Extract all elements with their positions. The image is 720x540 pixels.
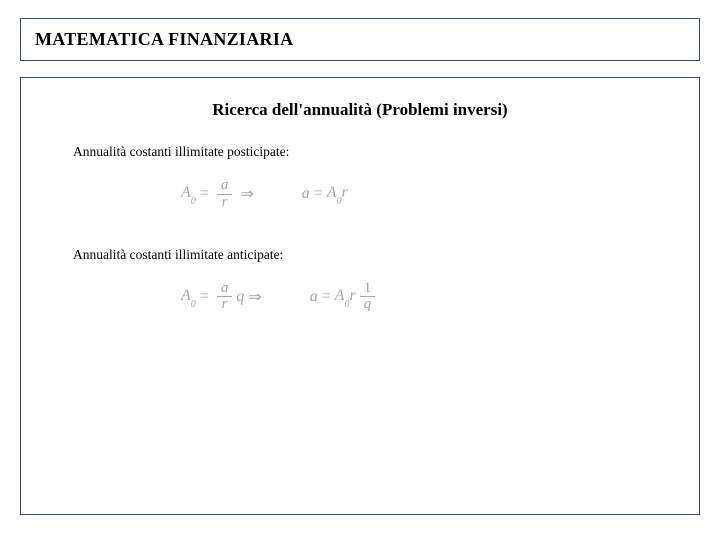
equals-3: = [200, 288, 209, 306]
header-title: MATEMATICA FINANZIARIA [35, 29, 685, 50]
equals-2: = [314, 185, 323, 203]
section2-formula: A0 = a r q ⇒ a = A0r 1 q [181, 281, 669, 314]
var-A0r: A0r [327, 184, 348, 204]
header-box: MATEMATICA FINANZIARIA [20, 18, 700, 61]
var-A0r-b: A0r [335, 287, 356, 307]
content-box: Ricerca dell'annualità (Problemi inversi… [20, 77, 700, 515]
var-A0-b: A0 [181, 287, 196, 307]
var-a: a [302, 185, 310, 203]
slide: MATEMATICA FINANZIARIA Ricerca dell'annu… [0, 0, 720, 540]
implies-arrow-2: ⇒ [248, 287, 261, 307]
implies-arrow-1: ⇒ [240, 184, 253, 204]
var-a-b: a [310, 288, 318, 306]
equals-4: = [322, 288, 331, 306]
section2-label: Annualità costanti illimitate anticipate… [73, 247, 669, 263]
section1-formula: A0 = a r ⇒ a = A0r [181, 178, 669, 211]
var-A0: A0 [181, 184, 196, 204]
content-subtitle: Ricerca dell'annualità (Problemi inversi… [51, 100, 669, 120]
var-q: q [236, 288, 244, 306]
section1-label: Annualità costanti illimitate posticipat… [73, 144, 669, 160]
fraction-a-over-r-b: a r [217, 281, 233, 314]
fraction-1-over-q: 1 q [360, 281, 376, 314]
equals-1: = [200, 185, 209, 203]
fraction-a-over-r: a r [217, 178, 233, 211]
